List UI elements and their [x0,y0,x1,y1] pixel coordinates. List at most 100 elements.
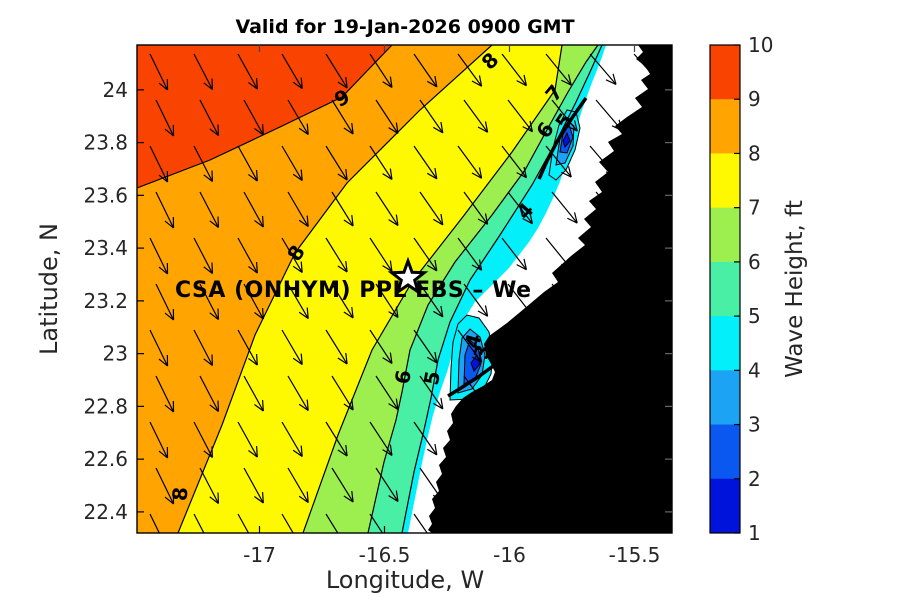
wave-arrow [413,145,438,180]
wave-arrow [325,237,348,273]
wave-arrow [419,99,444,134]
wave-arrow [237,145,258,182]
wave-arrow [149,145,169,183]
wave-arrow [413,421,438,456]
colorbar-tick-label: 5 [748,304,761,328]
y-axis-ticks: 24 23.8 23.6 23.4 23.2 23 22.8 22.6 22.4 [83,78,672,524]
colorbar-tick-label: 3 [748,413,761,437]
colorbar-segment [710,207,740,263]
wave-arrow [193,237,214,274]
wave-arrow [281,329,303,366]
wave-arrow [199,283,220,320]
wave-arrow [551,191,578,224]
land-mass [428,45,672,533]
contour-line-9 [137,45,393,189]
wave-arrow [193,513,205,533]
wave-arrow [551,99,578,132]
wave-arrow [193,329,214,366]
wave-arrow [281,53,303,90]
wave-arrow [375,283,399,318]
y-tick-label: 23 [103,342,128,366]
wave-arrow [155,467,175,505]
wave-arrow [419,283,444,318]
wave-arrow [237,329,258,366]
contour-line-8 [177,45,493,533]
wave-arrow [369,145,393,180]
contour-line-5 [401,45,603,533]
wave-arrow [413,329,438,364]
wave-arrow [199,99,220,136]
wave-arrow [193,421,214,458]
wave-arrow [237,53,258,90]
wave-arrow [369,421,393,456]
wave-arrow [237,237,258,274]
wave-arrow [419,375,444,410]
wave-arrow [369,513,384,533]
wave-arrow [331,467,354,503]
wave-arrow [325,513,339,533]
wave-arrow [149,329,169,367]
wave-arrow [243,283,264,320]
contour-line-6 [367,45,599,533]
wave-arrow [419,191,444,226]
y-tick-label: 22.8 [83,394,128,418]
contour-label: 4 [460,331,487,351]
contour-label: 6 [390,368,416,386]
wave-arrow [331,375,354,411]
wave-arrow [375,467,399,502]
wave-arrow [501,53,528,87]
wave-arrow [281,421,303,458]
star-marker [387,256,429,296]
wave-arrow [155,283,175,321]
colorbar-segment [710,424,740,480]
colorbar-tick-label: 10 [748,33,773,57]
colorbar-segment [710,153,740,209]
colorbar-tick-label: 4 [748,358,761,382]
x-axis-ticks: -17 -16.5 -16 -15.5 [243,45,660,567]
x-axis-title: Longitude, W [326,566,484,594]
wave-arrow [287,191,309,228]
wave-arrow [463,99,489,133]
colorbar-tick-label: 9 [748,87,761,111]
wave-arrow [331,283,354,319]
colorbar-segment [710,478,740,534]
wave-arrow [369,237,393,272]
wave-arrow [149,513,160,533]
wave-arrow [243,375,264,412]
colorbar: 1 2 3 4 5 6 7 8 9 10 [709,33,773,545]
figure-title: Valid for 19-Jan-2026 0900 GMT [235,16,574,38]
wave-arrow [545,53,572,86]
wave-arrow [589,53,617,85]
wave-arrow [281,145,303,182]
wave-arrow [375,191,399,226]
x-tick-label: -16.5 [359,543,411,567]
wave-arrow [199,375,220,412]
wave-arrow [507,99,534,133]
wave-arrow [325,145,348,181]
colorbar-segment [710,45,740,100]
wave-arrow [463,283,489,317]
wave-arrow [281,513,294,533]
wave-arrow [325,53,348,89]
wave-arrow [287,467,309,504]
wave-arrow [243,99,264,136]
wave-arrow [457,237,483,271]
wave-arrow [507,191,534,225]
wave-arrow [237,421,258,458]
wave-arrow [287,375,309,412]
colorbar-segment [710,316,740,371]
wave-arrow [287,283,309,320]
plot-frame [136,44,673,534]
wave-arrow [155,375,175,413]
wave-arrow [413,53,438,88]
wave-arrow [149,53,169,91]
colorbar-frame [709,44,741,534]
contour-label: 8 [167,486,192,502]
wave-arrow [281,237,303,274]
wave-arrow [331,99,354,135]
wave-arrow [457,53,483,87]
wave-arrow [193,145,214,182]
contour-label: 5 [419,369,445,387]
